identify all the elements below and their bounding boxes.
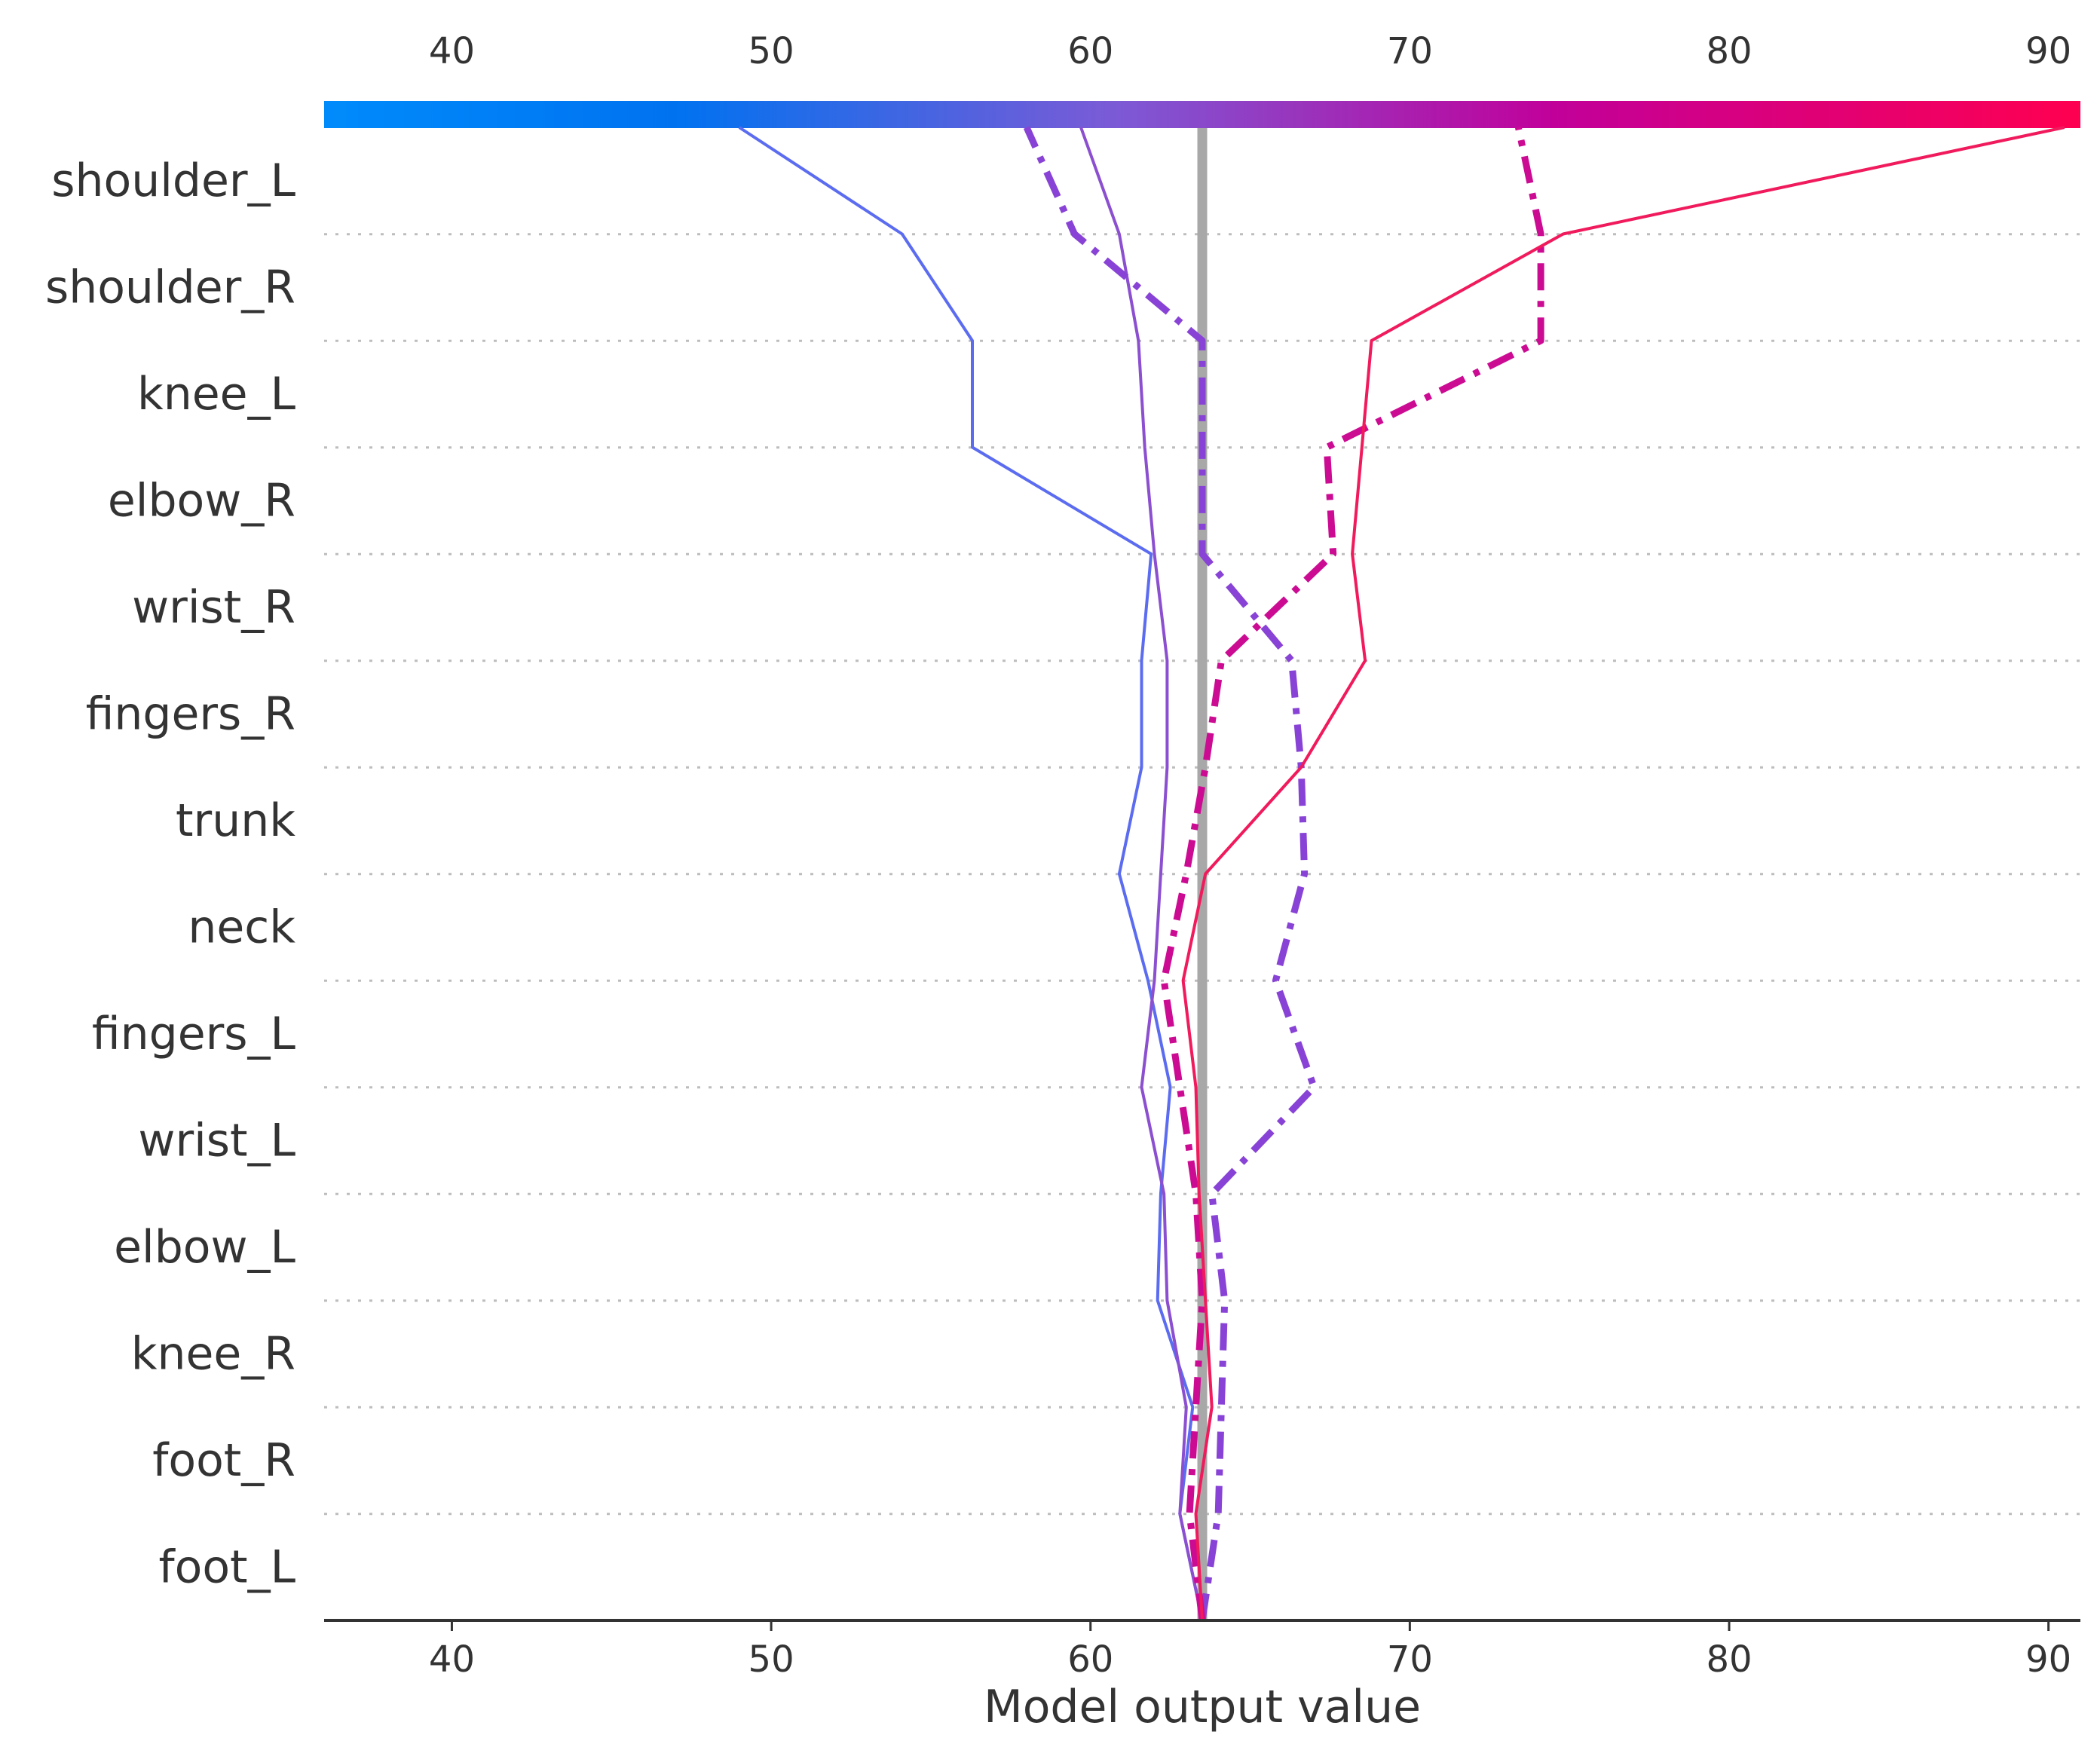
- bottom-tick-label: 60: [1067, 1638, 1113, 1681]
- series-lines: [738, 126, 2065, 1621]
- bottom-tick-label: 40: [429, 1638, 475, 1681]
- colorbar: [324, 101, 2080, 128]
- x-axis-title: Model output value: [984, 1681, 1421, 1733]
- feature-label: wrist_R: [132, 581, 295, 634]
- bottom-tick-label: 50: [748, 1638, 794, 1681]
- bottom-axis-ticks: 40 50 60 70 80 90: [429, 1620, 2071, 1681]
- feature-label: elbow_L: [114, 1221, 295, 1274]
- top-tick-label: 50: [748, 30, 794, 72]
- top-tick-label: 60: [1067, 30, 1113, 72]
- feature-label: wrist_L: [138, 1115, 295, 1167]
- top-tick-label: 40: [429, 30, 475, 72]
- feature-label: trunk: [176, 794, 295, 847]
- feature-label: knee_R: [131, 1328, 295, 1381]
- feature-label: fingers_L: [92, 1008, 296, 1060]
- feature-label: knee_L: [137, 368, 296, 421]
- top-tick-label: 80: [1706, 30, 1752, 72]
- feature-label: fingers_R: [86, 688, 295, 741]
- feature-label: neck: [188, 901, 295, 954]
- bottom-tick-label: 70: [1387, 1638, 1433, 1681]
- top-tick-label: 90: [2025, 30, 2071, 72]
- feature-labels: shoulder_L shoulder_R knee_L elbow_R wrist_R…: [45, 155, 296, 1594]
- feature-label: foot_L: [159, 1541, 296, 1594]
- bottom-tick-label: 90: [2025, 1638, 2071, 1681]
- series-line-sample-3: [1023, 126, 1318, 1621]
- feature-label: foot_R: [152, 1434, 295, 1487]
- series-line-sample-5: [1181, 126, 2065, 1621]
- bottom-tick-label: 80: [1706, 1638, 1752, 1681]
- feature-label: shoulder_R: [45, 262, 295, 314]
- top-tick-label: 70: [1387, 30, 1433, 72]
- feature-label: elbow_R: [108, 475, 295, 528]
- top-tick-labels: 40 50 60 70 80 90: [429, 30, 2071, 72]
- feature-label: shoulder_L: [51, 155, 295, 207]
- series-line-sample-2: [1079, 127, 1204, 1621]
